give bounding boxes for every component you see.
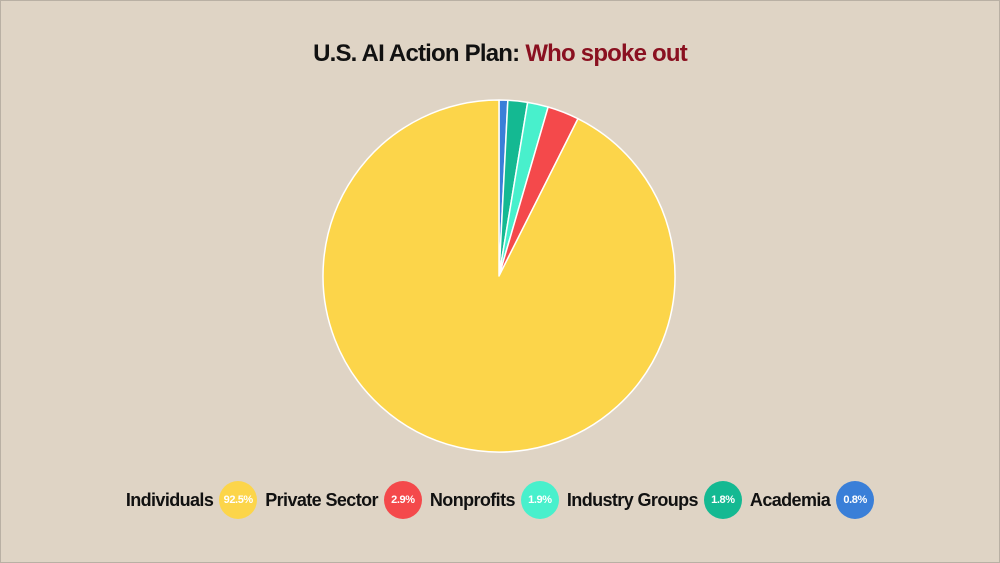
legend-item-academia: Academia 0.8% xyxy=(749,481,875,519)
legend-item-individuals: Individuals 92.5% xyxy=(125,481,258,519)
chart-title-accent: Who spoke out xyxy=(525,40,687,67)
legend-value-badge-individuals: 92.5% xyxy=(219,481,258,519)
chart-title: U.S. AI Action Plan: Who spoke out xyxy=(0,40,1000,68)
legend-label-private-sector: Private Sector xyxy=(265,489,378,510)
legend-label-academia: Academia xyxy=(749,489,831,510)
legend-value-badge-private-sector: 2.9% xyxy=(383,481,422,519)
legend-label-individuals: Individuals xyxy=(125,489,214,510)
legend-label-industry-groups: Industry Groups xyxy=(566,489,699,510)
legend-value-badge-nonprofits: 1.9% xyxy=(520,481,559,519)
chart-legend: Individuals 92.5% Private Sector 2.9% Nonpro… xyxy=(0,480,1000,520)
legend-item-nonprofits: Nonprofits 1.9% xyxy=(430,481,559,519)
pie-slice-individuals xyxy=(322,99,676,453)
legend-label-nonprofits: Nonprofits xyxy=(429,489,516,510)
legend-value-badge-academia: 0.8% xyxy=(836,481,875,519)
legend-item-industry-groups: Industry Groups 1.8% xyxy=(567,481,742,519)
legend-item-private-sector: Private Sector 2.9% xyxy=(265,481,422,519)
chart-title-main: U.S. AI Action Plan: xyxy=(313,40,520,67)
legend-value-badge-industry-groups: 1.8% xyxy=(703,481,742,519)
